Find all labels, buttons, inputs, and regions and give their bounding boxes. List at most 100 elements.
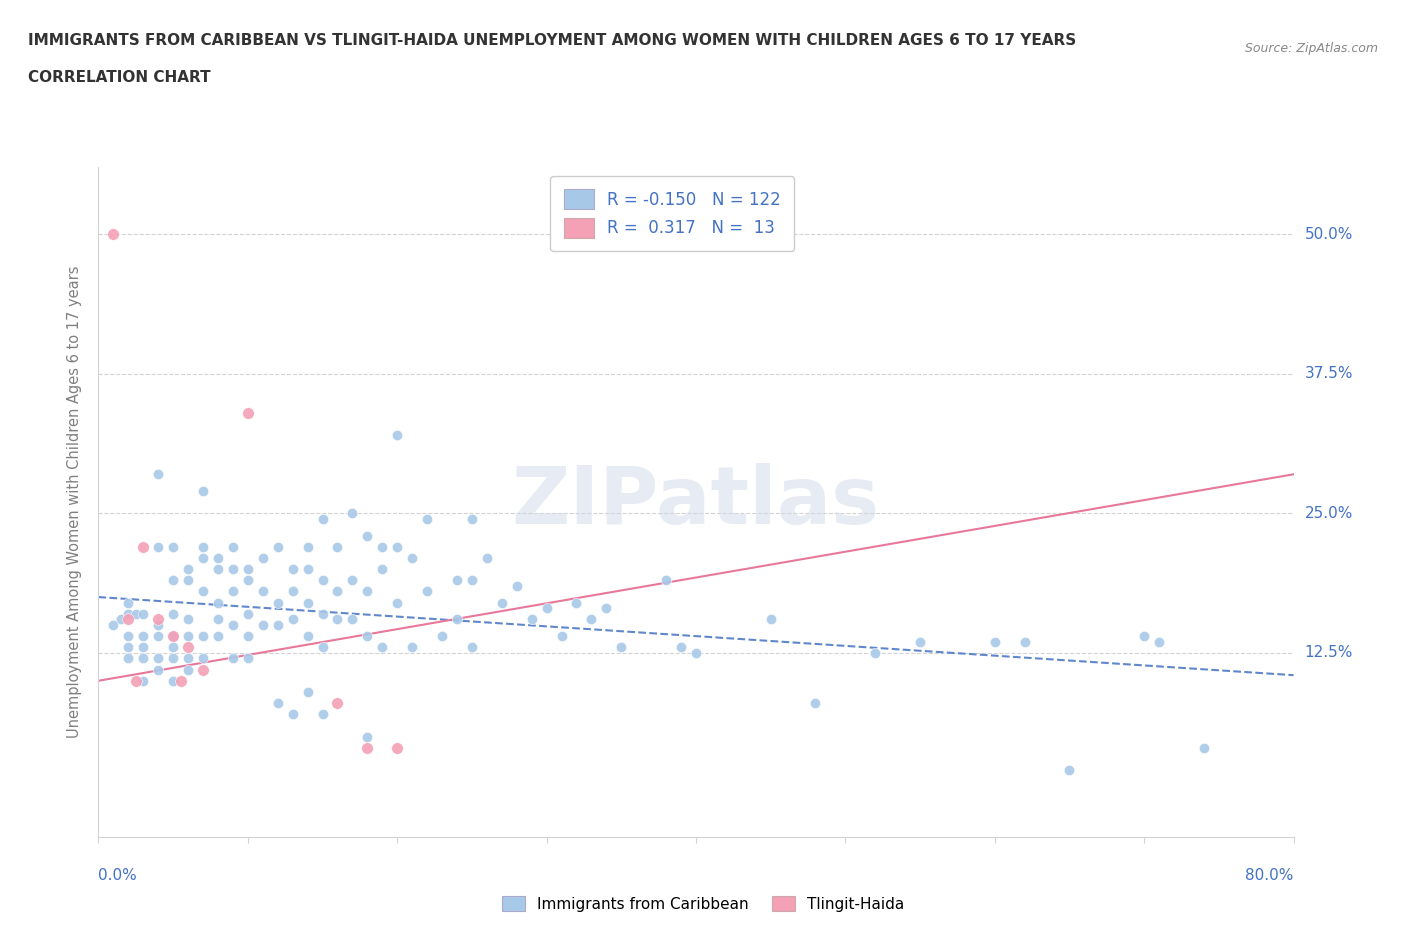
Point [446,573,468,588]
Point [117,606,139,621]
Point [162,573,184,588]
Text: 25.0%: 25.0% [1305,506,1353,521]
Point [191,551,214,565]
Point [132,629,155,644]
Point [536,601,558,616]
Legend: Immigrants from Caribbean, Tlingit-Haida: Immigrants from Caribbean, Tlingit-Haida [496,889,910,918]
Point [148,618,170,632]
Point [207,595,229,610]
Legend: R = -0.150   N = 122, R =  0.317   N =  13: R = -0.150 N = 122, R = 0.317 N = 13 [550,176,794,251]
Point [356,740,378,755]
Point [416,512,439,526]
Point [1059,763,1081,777]
Point [207,562,229,577]
Point [461,573,484,588]
Point [385,539,409,554]
Point [191,629,214,644]
Point [222,651,245,666]
Text: Source: ZipAtlas.com: Source: ZipAtlas.com [1244,42,1378,55]
Point [236,405,259,420]
Point [236,562,259,577]
Point [281,707,304,722]
Point [177,651,200,666]
Point [117,651,139,666]
Point [342,612,364,627]
Point [162,651,184,666]
Point [356,584,378,599]
Point [117,629,139,644]
Point [371,562,394,577]
Point [125,673,148,688]
Point [385,428,409,443]
Point [311,512,333,526]
Point [297,684,319,699]
Point [177,612,200,627]
Point [311,606,333,621]
Point [117,612,139,627]
Point [326,696,349,711]
Point [207,629,229,644]
Point [356,629,378,644]
Point [132,640,155,655]
Point [311,640,333,655]
Point [148,629,170,644]
Point [191,539,214,554]
Point [311,707,333,722]
Point [132,539,155,554]
Point [685,645,707,660]
Point [125,606,148,621]
Point [177,662,200,677]
Point [236,606,259,621]
Point [191,484,214,498]
Point [148,612,170,627]
Point [1192,740,1215,755]
Point [804,696,827,711]
Point [565,595,588,610]
Point [169,673,191,688]
Point [117,595,139,610]
Point [162,539,184,554]
Point [148,467,170,482]
Point [416,584,439,599]
Point [236,651,259,666]
Y-axis label: Unemployment Among Women with Children Ages 6 to 17 years: Unemployment Among Women with Children A… [67,266,83,738]
Point [655,573,678,588]
Point [132,673,155,688]
Point [1133,629,1156,644]
Point [252,618,274,632]
Point [222,539,245,554]
Point [297,562,319,577]
Point [222,562,245,577]
Point [401,640,423,655]
Point [162,673,184,688]
Point [103,618,125,632]
Point [148,662,170,677]
Point [430,629,453,644]
Point [520,612,543,627]
Point [385,595,409,610]
Point [177,640,200,655]
Point [371,539,394,554]
Point [177,573,200,588]
Point [162,629,184,644]
Text: IMMIGRANTS FROM CARIBBEAN VS TLINGIT-HAIDA UNEMPLOYMENT AMONG WOMEN WITH CHILDRE: IMMIGRANTS FROM CARIBBEAN VS TLINGIT-HAI… [28,33,1077,47]
Point [297,539,319,554]
Point [103,227,125,242]
Point [342,573,364,588]
Point [759,612,782,627]
Text: 37.5%: 37.5% [1305,366,1353,381]
Point [669,640,692,655]
Point [162,640,184,655]
Point [356,528,378,543]
Point [162,629,184,644]
Point [162,606,184,621]
Point [236,573,259,588]
Point [371,640,394,655]
Point [177,562,200,577]
Point [132,651,155,666]
Point [550,629,572,644]
Point [356,729,378,744]
Point [191,584,214,599]
Point [1147,634,1170,649]
Point [236,629,259,644]
